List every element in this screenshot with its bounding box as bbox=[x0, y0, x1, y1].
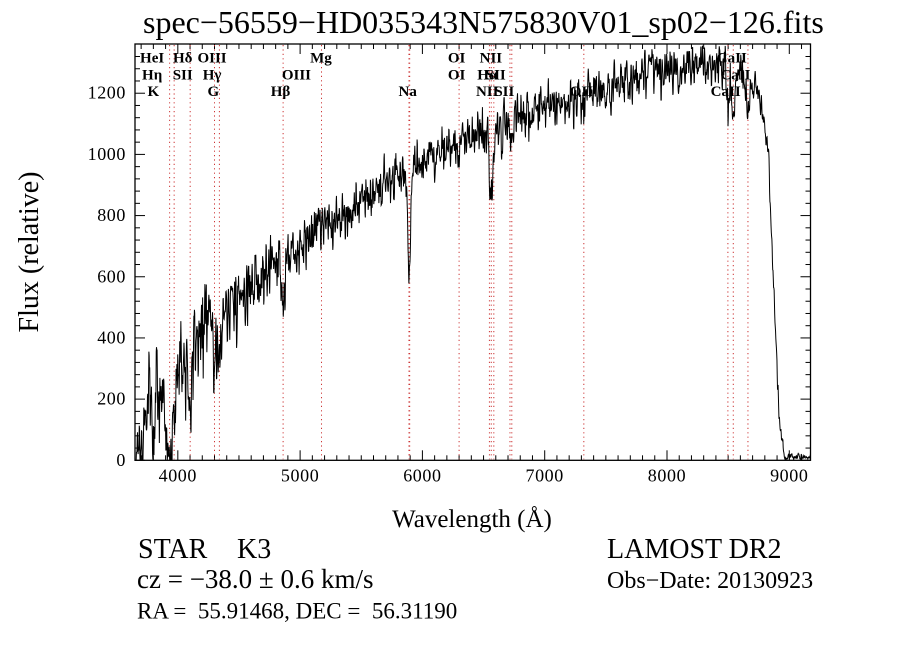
svg-text:spec−56559−HD035343N575830V01_: spec−56559−HD035343N575830V01_sp02−126.f… bbox=[143, 4, 824, 40]
svg-text:OIII: OIII bbox=[282, 67, 311, 83]
svg-text:SII: SII bbox=[486, 67, 506, 83]
svg-text:cz = −38.0 ± 0.6 km/s: cz = −38.0 ± 0.6 km/s bbox=[137, 564, 374, 594]
svg-text:Na: Na bbox=[399, 84, 418, 100]
svg-text:OI: OI bbox=[448, 51, 466, 67]
svg-text:Flux (relative): Flux (relative) bbox=[14, 172, 45, 333]
svg-text:HeI: HeI bbox=[140, 51, 164, 67]
svg-text:Hδ: Hδ bbox=[173, 51, 193, 67]
svg-text:Hη: Hη bbox=[142, 67, 162, 83]
svg-text:K: K bbox=[148, 84, 160, 100]
svg-text:Hβ: Hβ bbox=[271, 84, 291, 100]
svg-text:OI: OI bbox=[448, 67, 466, 83]
svg-text:RA = 55.91468, DEC = 56.3119: RA = 55.91468, DEC = 56.31190 bbox=[137, 599, 457, 624]
svg-text:1200: 1200 bbox=[88, 83, 126, 103]
svg-text:800: 800 bbox=[97, 205, 126, 225]
svg-text:200: 200 bbox=[97, 389, 126, 409]
svg-text:Hγ: Hγ bbox=[203, 67, 222, 83]
svg-text:8000: 8000 bbox=[648, 465, 686, 485]
svg-text:SII: SII bbox=[173, 67, 193, 83]
svg-text:Wavelength (Å): Wavelength (Å) bbox=[392, 506, 552, 533]
svg-text:G: G bbox=[207, 84, 219, 100]
svg-text:1000: 1000 bbox=[88, 144, 126, 164]
svg-text:9000: 9000 bbox=[770, 465, 808, 485]
svg-text:NII: NII bbox=[480, 51, 503, 67]
svg-text:OIII: OIII bbox=[197, 51, 226, 67]
svg-text:7000: 7000 bbox=[525, 465, 563, 485]
svg-text:Obs−Date: 20130923: Obs−Date: 20130923 bbox=[607, 568, 813, 594]
svg-text:4000: 4000 bbox=[159, 465, 197, 485]
svg-text:5000: 5000 bbox=[281, 465, 319, 485]
svg-text:Mg: Mg bbox=[310, 51, 332, 67]
svg-text:6000: 6000 bbox=[403, 465, 441, 485]
svg-text:0: 0 bbox=[116, 450, 126, 470]
svg-text:LAMOST DR2: LAMOST DR2 bbox=[607, 534, 782, 565]
svg-text:400: 400 bbox=[97, 327, 126, 347]
svg-text:600: 600 bbox=[97, 266, 126, 286]
